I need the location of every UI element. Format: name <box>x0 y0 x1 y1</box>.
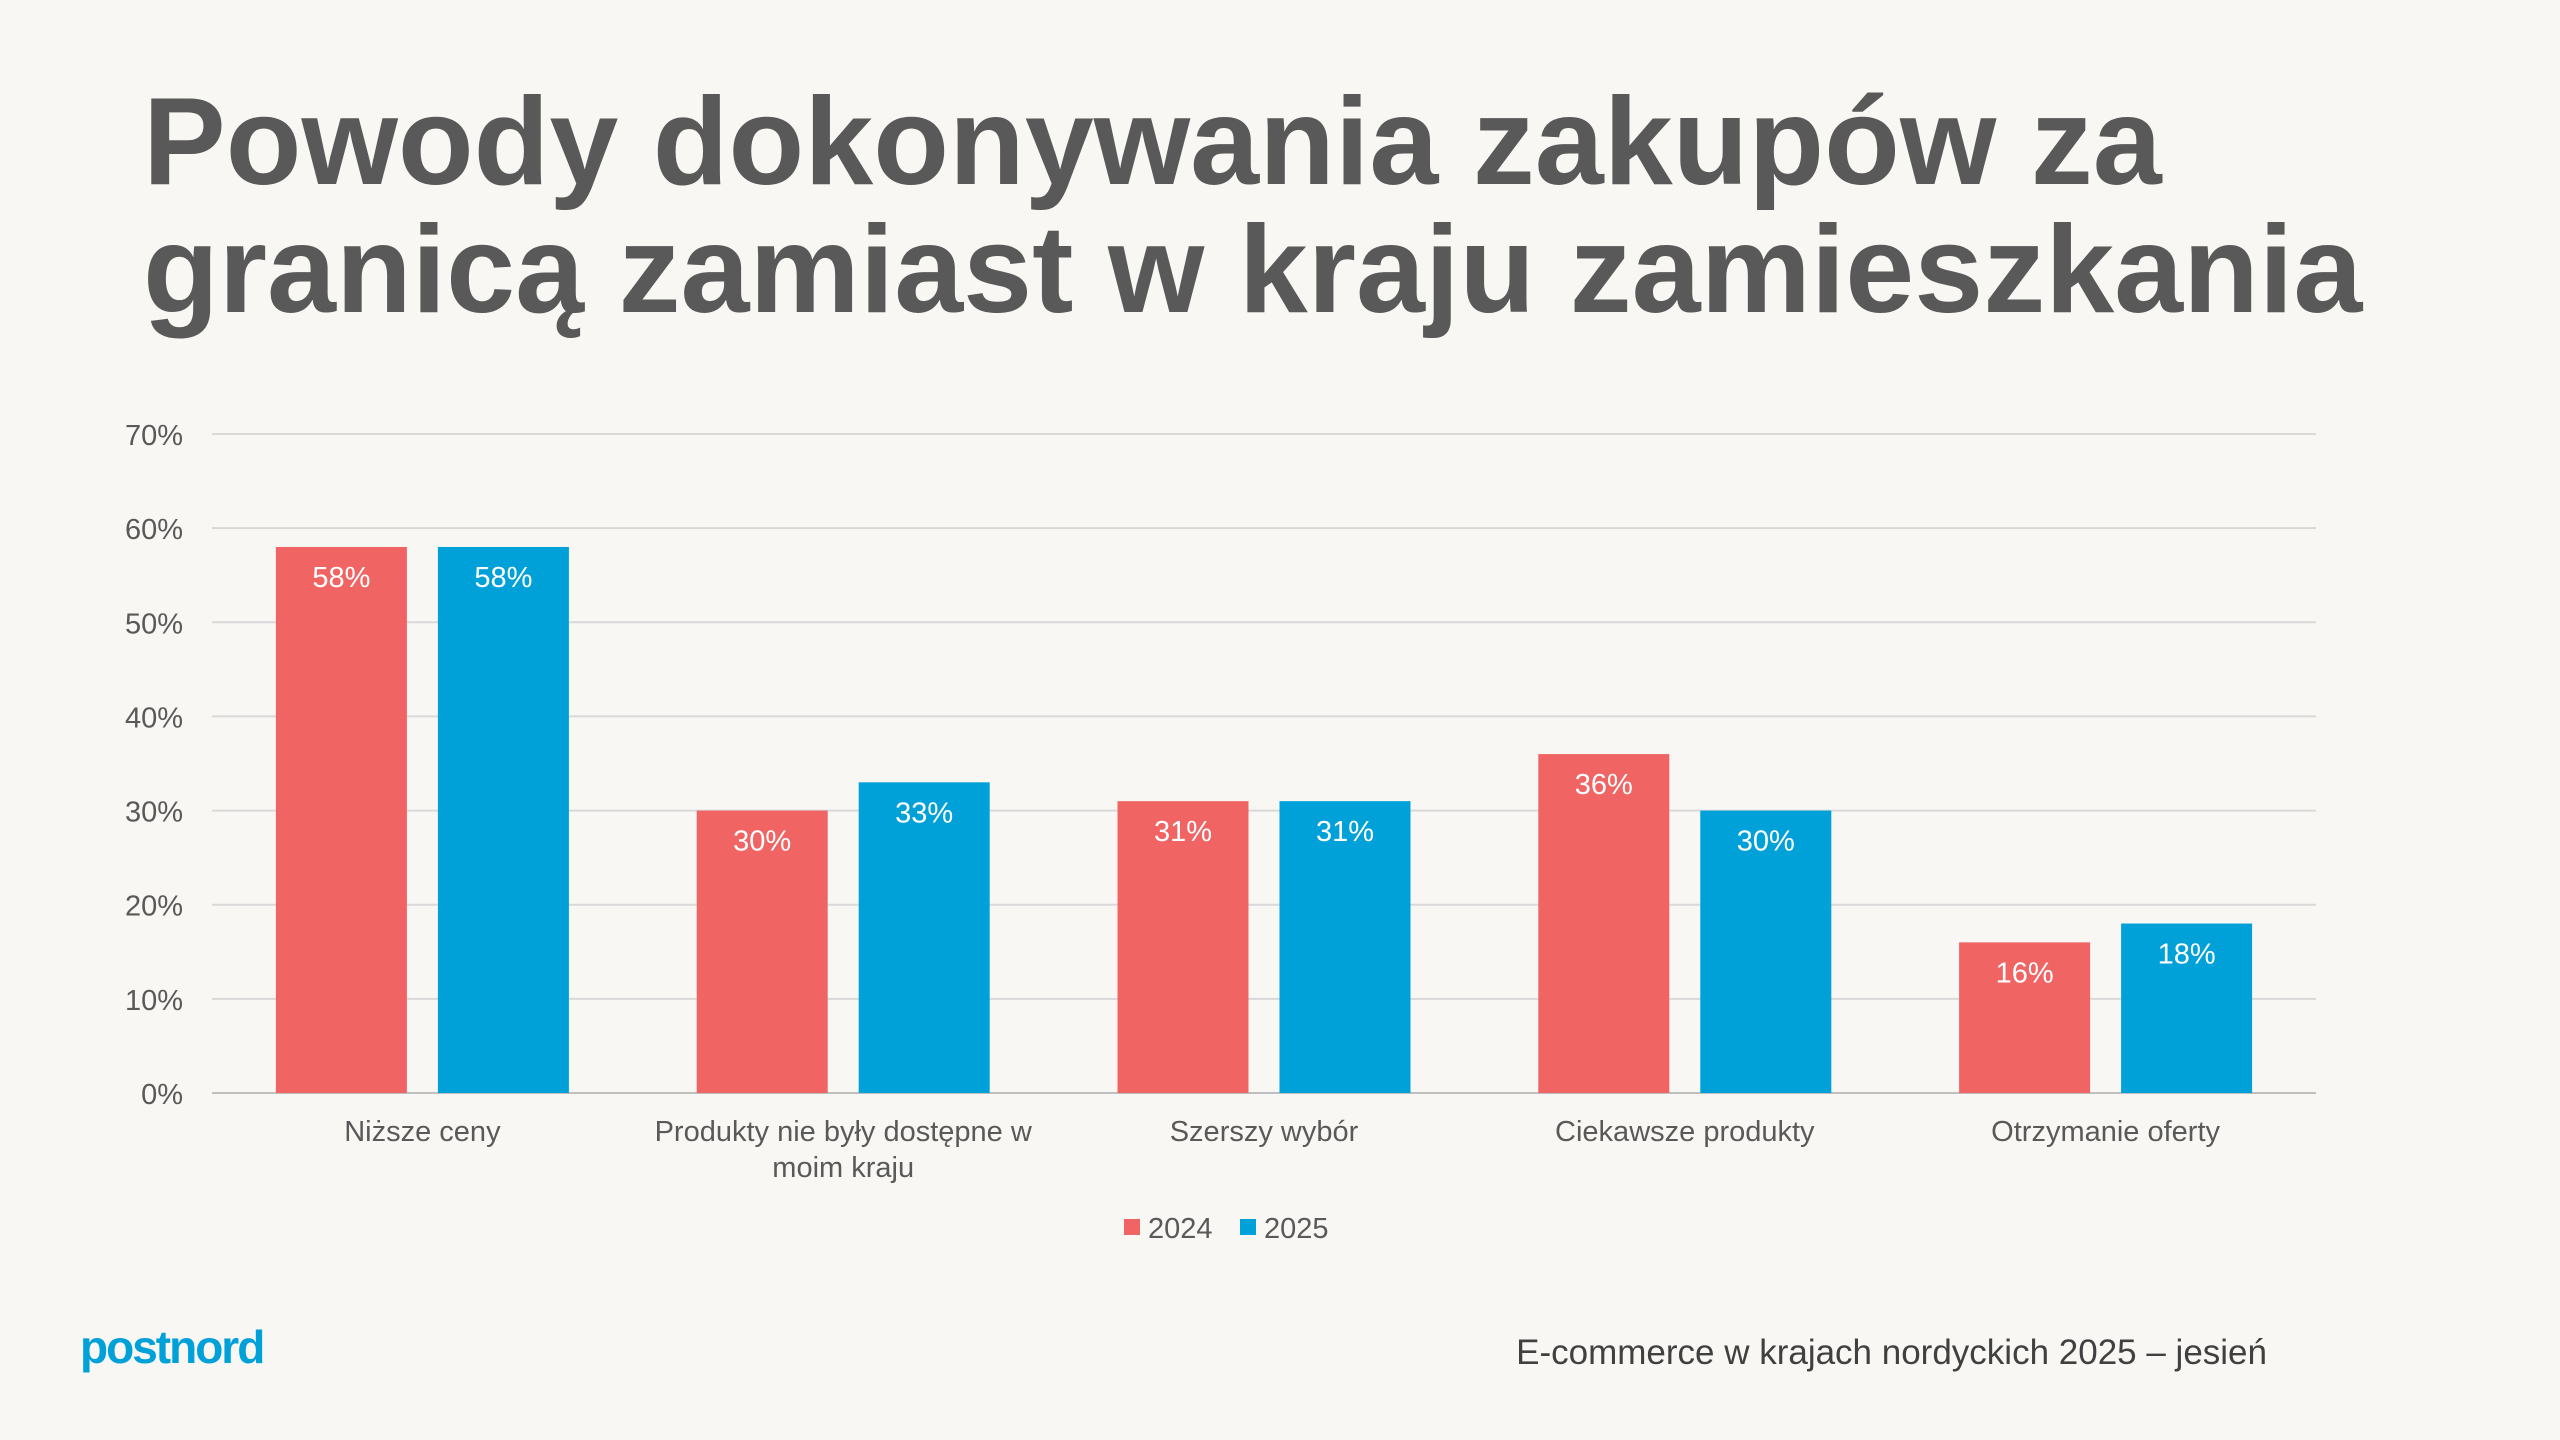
y-tick-label: 30% <box>125 797 183 829</box>
bar-2024 <box>696 810 828 1093</box>
y-tick-label: 20% <box>125 891 183 923</box>
y-tick-label: 10% <box>125 985 183 1017</box>
legend-label: 2025 <box>1264 1213 1329 1245</box>
data-label: 30% <box>1737 826 1795 858</box>
title-line-2: granicą zamiast w kraju zamieszkania <box>143 201 2363 339</box>
bar-2025 <box>1279 801 1411 1093</box>
x-tick-label: Produkty nie były dostępne w <box>655 1116 1033 1148</box>
title-line-1: Powody dokonywania zakupów za <box>143 73 2162 211</box>
data-label: 18% <box>2158 939 2216 971</box>
x-tick-label: Szerszy wybór <box>1170 1116 1359 1148</box>
data-label: 31% <box>1316 816 1374 848</box>
bar-2025 <box>858 782 990 1093</box>
bar-2024 <box>1117 801 1249 1093</box>
data-label: 58% <box>474 562 532 594</box>
data-label: 31% <box>1154 816 1212 848</box>
data-label: 16% <box>1996 957 2054 989</box>
postnord-logo: postnord <box>80 1321 265 1373</box>
bar-2025 <box>1700 810 1832 1093</box>
footer-text: E-commerce w krajach nordyckich 2025 – j… <box>1516 1333 2267 1372</box>
bar-2025 <box>2121 923 2253 1093</box>
chart-title: Powody dokonywania zakupów za granicą zam… <box>143 78 2493 334</box>
data-label: 30% <box>733 826 791 858</box>
x-tick-label: moim kraju <box>772 1152 914 1184</box>
bar-2025 <box>437 546 569 1093</box>
bar-2024 <box>275 546 407 1093</box>
x-tick-label: Otrzymanie oferty <box>1991 1116 2220 1148</box>
y-tick-label: 40% <box>125 702 183 734</box>
data-label: 36% <box>1575 769 1633 801</box>
y-tick-label: 70% <box>125 420 183 452</box>
data-label: 33% <box>895 797 953 829</box>
x-tick-label: Niższe ceny <box>344 1116 501 1148</box>
bar-2024 <box>1538 754 1670 1093</box>
data-label: 58% <box>312 562 370 594</box>
y-tick-label: 0% <box>141 1079 183 1111</box>
legend-swatch-2024 <box>1124 1219 1140 1235</box>
bar-2024 <box>1959 942 2091 1093</box>
y-tick-label: 60% <box>125 514 183 546</box>
x-tick-label: Ciekawsze produkty <box>1555 1116 1815 1148</box>
legend-label: 2024 <box>1148 1213 1213 1245</box>
legend-swatch-2025 <box>1240 1219 1256 1235</box>
y-tick-label: 50% <box>125 608 183 640</box>
